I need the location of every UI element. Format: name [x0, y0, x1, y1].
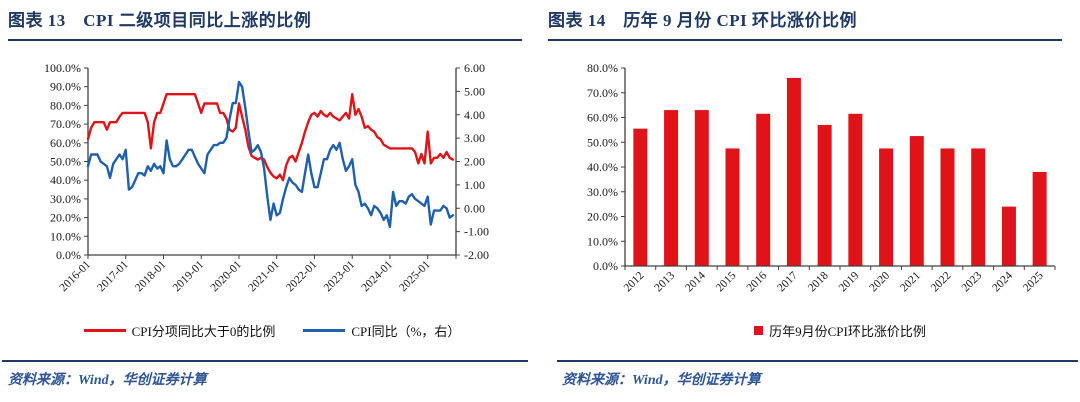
- svg-text:2016: 2016: [745, 269, 770, 294]
- svg-text:20.0%: 20.0%: [50, 211, 81, 225]
- svg-text:90.0%: 90.0%: [50, 80, 81, 94]
- svg-text:2019-01: 2019-01: [171, 258, 207, 294]
- svg-text:30.0%: 30.0%: [587, 185, 618, 199]
- svg-text:2013: 2013: [652, 269, 677, 294]
- svg-text:60.0%: 60.0%: [50, 136, 81, 150]
- svg-text:80.0%: 80.0%: [50, 98, 81, 112]
- red-bar-swatch: [754, 326, 764, 335]
- svg-text:60.0%: 60.0%: [587, 111, 618, 125]
- svg-text:2014: 2014: [683, 269, 708, 294]
- svg-text:2022: 2022: [929, 269, 954, 294]
- fig13-source-rule: [2, 360, 528, 362]
- cpi-line-chart: 0.0% 10.0% 20.0% 30.0% 40.0% 50.0% 60.0% 70.0% 8…: [44, 61, 489, 294]
- svg-text:2023: 2023: [960, 269, 985, 294]
- svg-text:80.0%: 80.0%: [587, 61, 618, 75]
- svg-text:70.0%: 70.0%: [587, 86, 618, 100]
- svg-text:2019: 2019: [837, 269, 862, 294]
- svg-text:1.00: 1.00: [464, 178, 485, 192]
- fig14-source: 资料来源：Wind，华创证券计算: [562, 373, 761, 388]
- legend-item-red-line: CPI分项同比大于0的比例: [83, 321, 276, 340]
- svg-text:2021-01: 2021-01: [246, 258, 282, 294]
- svg-text:-1.00: -1.00: [464, 225, 489, 239]
- svg-text:4.00: 4.00: [464, 108, 485, 122]
- svg-text:2022-01: 2022-01: [284, 258, 320, 294]
- svg-text:2017-01: 2017-01: [95, 258, 131, 294]
- fig14-legend: 历年9月份CPI环比涨价比例: [625, 321, 1055, 340]
- fig13-source: 资料来源：Wind，华创证券计算: [8, 373, 207, 388]
- svg-text:2015: 2015: [714, 269, 739, 294]
- svg-text:2024-01: 2024-01: [359, 258, 395, 294]
- svg-text:2023-01: 2023-01: [322, 258, 358, 294]
- svg-text:2012: 2012: [622, 269, 647, 294]
- fig13-title-rule: [8, 39, 522, 41]
- fig14-title-rule: [548, 39, 1062, 41]
- svg-text:20.0%: 20.0%: [587, 210, 618, 224]
- fig14-source-rule: [557, 360, 1078, 362]
- svg-text:-2.00: -2.00: [464, 248, 489, 262]
- svg-text:0.00: 0.00: [464, 201, 485, 215]
- svg-text:50.0%: 50.0%: [587, 135, 618, 149]
- fig13-legend: CPI分项同比大于0的比例 CPI同比（%，右）: [83, 321, 460, 340]
- svg-text:40.0%: 40.0%: [587, 160, 618, 174]
- svg-text:2025: 2025: [1021, 269, 1046, 294]
- fig13-title: 图表 13 CPI 二级项目同比上涨的比例: [8, 11, 312, 30]
- svg-text:0.0%: 0.0%: [56, 248, 81, 262]
- legend-label: CPI同比（%，右）: [351, 324, 461, 339]
- svg-text:70.0%: 70.0%: [50, 117, 81, 131]
- red-line-swatch: [83, 329, 126, 332]
- cpi-bar-chart: 0.0% 10.0% 20.0% 30.0% 40.0% 50.0% 60.0% 70.0% 8…: [587, 61, 1056, 294]
- legend-label: CPI分项同比大于0的比例: [131, 324, 276, 339]
- svg-text:100.0%: 100.0%: [44, 61, 81, 75]
- svg-text:2.00: 2.00: [464, 155, 485, 169]
- svg-text:2024: 2024: [990, 269, 1015, 294]
- legend-label: 历年9月份CPI环比涨价比例: [769, 324, 926, 339]
- fig14-title: 图表 14 历年 9 月份 CPI 环比涨价比例: [548, 11, 858, 30]
- svg-text:2018-01: 2018-01: [133, 258, 169, 294]
- svg-text:2016-01: 2016-01: [58, 258, 94, 294]
- svg-text:30.0%: 30.0%: [50, 192, 81, 206]
- svg-text:2021: 2021: [898, 269, 923, 294]
- svg-text:50.0%: 50.0%: [50, 155, 81, 169]
- svg-text:2020-01: 2020-01: [208, 258, 244, 294]
- svg-text:2025-01: 2025-01: [397, 258, 433, 294]
- legend-item-blue-line: CPI同比（%，右）: [303, 321, 460, 340]
- blue-line-swatch: [303, 329, 346, 332]
- svg-text:10.0%: 10.0%: [587, 234, 618, 248]
- svg-text:2018: 2018: [806, 269, 831, 294]
- svg-text:5.00: 5.00: [464, 84, 485, 98]
- legend-item-red-bar: 历年9月份CPI环比涨价比例: [754, 321, 926, 340]
- svg-text:6.00: 6.00: [464, 61, 485, 75]
- svg-text:2020: 2020: [867, 269, 892, 294]
- svg-text:10.0%: 10.0%: [50, 229, 81, 243]
- svg-text:0.0%: 0.0%: [593, 259, 618, 273]
- svg-text:2017: 2017: [775, 269, 800, 294]
- svg-text:3.00: 3.00: [464, 131, 485, 145]
- svg-text:40.0%: 40.0%: [50, 173, 81, 187]
